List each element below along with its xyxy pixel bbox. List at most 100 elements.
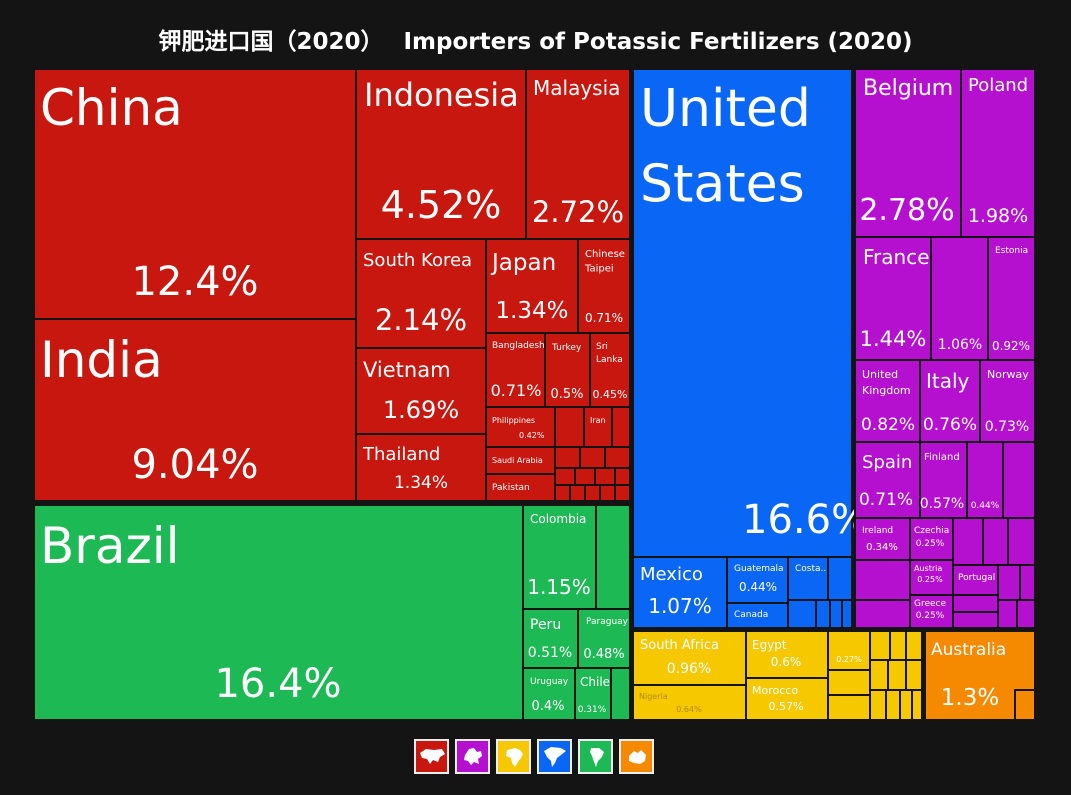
tile-small-74[interactable] (997, 599, 1018, 629)
tile-thailand[interactable] (355, 433, 487, 502)
legend-europe[interactable] (455, 739, 490, 774)
tile-value-1-06[interactable] (930, 236, 989, 361)
tile-sri-lanka[interactable] (589, 332, 631, 408)
tile-small-18[interactable] (554, 446, 581, 469)
value-malaysia: 2.72% (532, 195, 624, 229)
tile-small-23[interactable] (594, 467, 616, 486)
tile-peru[interactable] (522, 608, 579, 669)
tile-small-89[interactable] (869, 689, 887, 721)
label-austria: Austria (914, 564, 942, 573)
tile-small-26[interactable] (569, 484, 586, 502)
tile-egypt[interactable] (745, 630, 829, 679)
tile-philippines[interactable] (485, 406, 556, 448)
label-spain: Spain (862, 452, 912, 473)
tile-pakistan[interactable] (485, 473, 556, 502)
tile-saudi-arabia[interactable] (485, 446, 556, 475)
tile-small-71[interactable] (1019, 564, 1036, 601)
tile-small-46[interactable] (829, 599, 843, 629)
label-chinese-taipei-line-1: Taipei (584, 264, 614, 275)
tile-small-83[interactable] (869, 630, 891, 661)
tile-small-21[interactable] (554, 467, 576, 486)
tile-small-25[interactable] (554, 484, 571, 502)
tile-small-66[interactable] (1007, 517, 1036, 566)
tile-morocco[interactable] (745, 677, 829, 721)
legend-asia[interactable] (414, 739, 449, 774)
label-united-kingdom-line-1: Kingdom (862, 384, 911, 397)
tile-ireland[interactable] (854, 517, 911, 561)
tile-small-59[interactable] (1002, 441, 1036, 519)
tile-italy[interactable] (919, 359, 981, 443)
tile-czechia[interactable] (909, 517, 954, 561)
label-south-africa: South Africa (640, 638, 719, 653)
tile-small-44[interactable] (787, 599, 817, 629)
tile-small-94[interactable] (1014, 689, 1036, 721)
tile-small-91[interactable] (899, 689, 913, 721)
tile-small-85[interactable] (905, 630, 923, 661)
tile-malaysia[interactable] (525, 68, 631, 240)
legend-africa[interactable] (496, 739, 531, 774)
label-iran: Iran (590, 416, 606, 425)
tile-small-28[interactable] (599, 484, 616, 502)
europe-map-icon (463, 747, 482, 765)
tile-poland[interactable] (960, 68, 1036, 238)
tile-small-84[interactable] (889, 630, 907, 661)
tile-small-37[interactable] (610, 667, 631, 721)
tile-small-64[interactable] (952, 517, 984, 566)
tile-small-62[interactable] (854, 599, 911, 629)
tile-small-90[interactable] (885, 689, 901, 721)
label-finland: Finland (924, 452, 960, 463)
label-turkey: Turkey (551, 343, 582, 353)
tile-small-72[interactable] (952, 594, 999, 613)
legend-north-america[interactable] (537, 739, 572, 774)
tile-france[interactable] (854, 236, 932, 361)
tile-small-75[interactable] (1016, 599, 1036, 629)
tile-small-81[interactable] (827, 669, 871, 696)
tile-south-korea[interactable] (355, 238, 487, 349)
tile-small-15[interactable] (611, 406, 631, 448)
tile-small-13[interactable] (554, 406, 585, 448)
tile-small-73[interactable] (952, 611, 999, 629)
tile-small-22[interactable] (574, 467, 596, 486)
tile-small-86[interactable] (869, 659, 889, 691)
value-belgium: 2.78% (859, 193, 954, 228)
tile-small-88[interactable] (905, 659, 923, 691)
value-brazil: 16.4% (214, 661, 341, 707)
tile-small-27[interactable] (584, 484, 601, 502)
tile-south-africa[interactable] (632, 630, 747, 686)
tile-canada[interactable] (726, 602, 789, 629)
label-poland: Poland (968, 75, 1028, 96)
label-peru: Peru (530, 617, 561, 633)
tile-united-states[interactable] (632, 68, 853, 558)
tile-costa[interactable] (787, 556, 829, 601)
tile-vietnam[interactable] (355, 347, 487, 435)
tile-norway[interactable] (979, 359, 1036, 443)
tile-small-32[interactable] (595, 504, 631, 610)
label-egypt: Egypt (752, 638, 787, 652)
tile-small-61[interactable] (854, 559, 911, 601)
tile-small-82[interactable] (827, 694, 871, 721)
tile-small-65[interactable] (982, 517, 1009, 566)
tile-small-24[interactable] (614, 467, 631, 486)
tile-bangladesh[interactable] (485, 332, 546, 408)
label-japan: Japan (490, 250, 556, 276)
tile-small-20[interactable] (604, 446, 631, 469)
tile-united-kingdom[interactable] (854, 359, 921, 443)
tile-iran[interactable] (583, 406, 613, 448)
value-estonia: 0.92% (992, 339, 1030, 353)
tile-spain[interactable] (854, 441, 921, 519)
tile-value-0-27[interactable] (827, 630, 871, 671)
tile-japan[interactable] (485, 238, 579, 334)
tile-paraguay[interactable] (577, 608, 631, 669)
tile-small-92[interactable] (911, 689, 923, 721)
tile-nigeria[interactable] (632, 684, 747, 721)
tile-small-45[interactable] (815, 599, 831, 629)
legend-oceania[interactable] (619, 739, 654, 774)
tile-small-70[interactable] (997, 564, 1021, 601)
tile-small-47[interactable] (841, 599, 853, 629)
tile-small-19[interactable] (579, 446, 606, 469)
tile-small-43[interactable] (827, 556, 853, 601)
legend-south-america[interactable] (578, 739, 613, 774)
tile-greece[interactable] (909, 594, 954, 629)
tile-small-29[interactable] (614, 484, 631, 502)
tile-small-87[interactable] (887, 659, 907, 691)
